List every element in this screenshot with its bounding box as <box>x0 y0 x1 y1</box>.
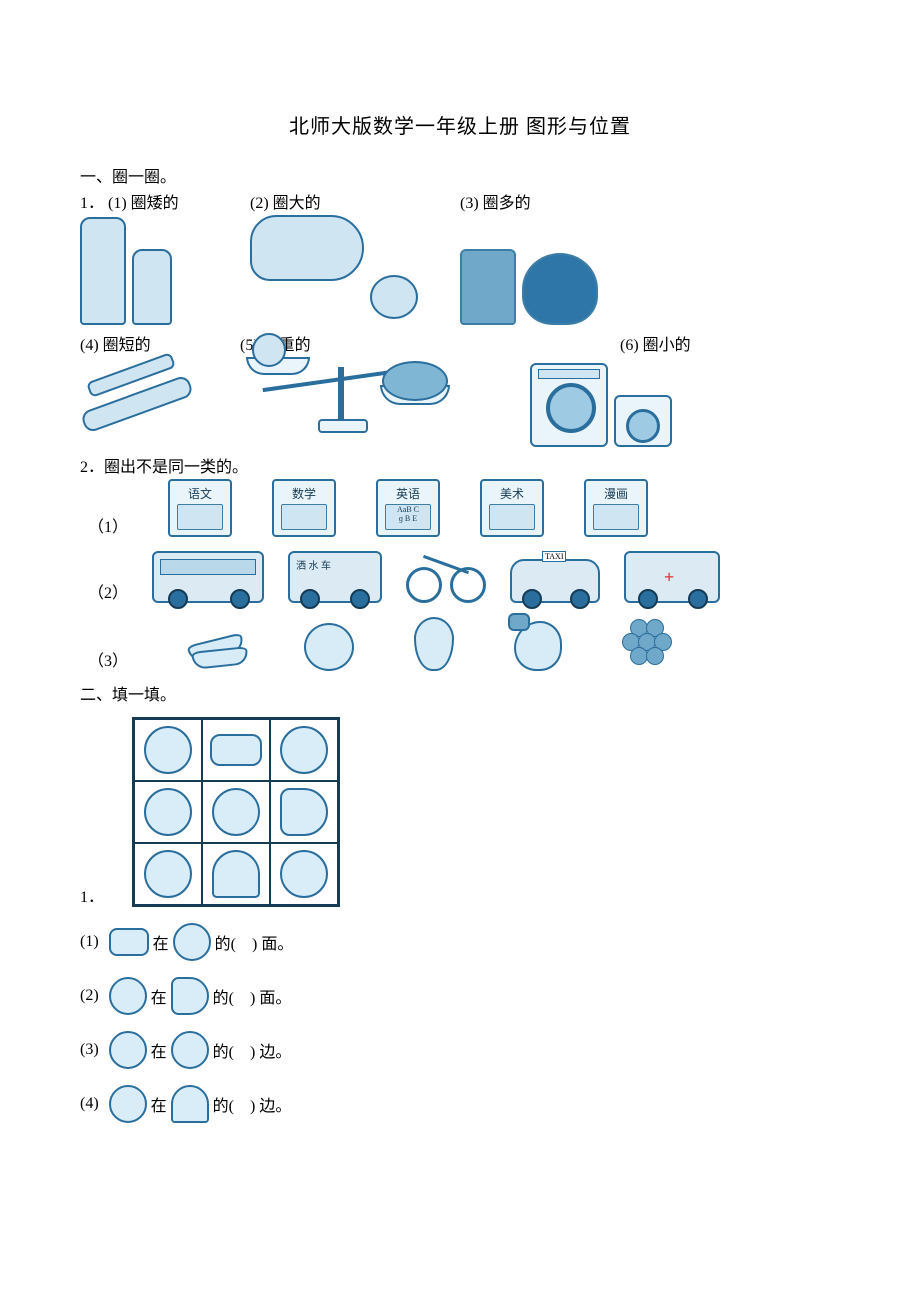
grapes-icon <box>622 619 672 671</box>
banana-icon <box>188 631 244 671</box>
taxi-icon: TAXI <box>510 559 600 603</box>
mushroom-icon <box>212 850 260 898</box>
washer-large-icon <box>530 363 608 447</box>
s2-q3: (3) 在 的( ) 边。 <box>80 1031 840 1069</box>
q1-6-text: 圈小的 <box>643 337 691 354</box>
q1-1-text: 圈矮的 <box>131 195 179 212</box>
squirrel-mini2-icon <box>109 1085 147 1123</box>
book-yingyu-icon: 英语AaB Cɡ B E <box>376 479 440 537</box>
jar-icon <box>522 253 598 325</box>
giraffe-tall-icon <box>80 217 126 325</box>
monkey-icon <box>144 788 192 836</box>
washer-small-icon <box>614 395 672 447</box>
pear-icon <box>414 617 454 671</box>
whale-icon <box>250 215 364 281</box>
q1-6-num: (6) <box>620 337 639 354</box>
watermelon-icon <box>382 361 448 401</box>
q2-row3-idx: （3） <box>88 647 128 671</box>
q1-4-num: (4) <box>80 337 99 354</box>
butterfly-icon <box>280 788 328 836</box>
q1-2-num: (2) <box>250 195 269 212</box>
section1-heading: 一、圈一圈。 <box>80 163 840 187</box>
squirrel-icon <box>280 850 328 898</box>
book-yuwen-icon: 语文 <box>168 479 232 537</box>
apple-icon <box>252 333 286 367</box>
s2-q2: (2) 在 的( ) 面。 <box>80 977 840 1015</box>
monkey-mini-icon <box>109 1031 147 1069</box>
q1-4-text: 圈短的 <box>103 337 151 354</box>
book-shuxue-icon: 数学 <box>272 479 336 537</box>
dragonfly-icon <box>210 734 262 766</box>
s2-q4: (4) 在 的( ) 边。 <box>80 1085 840 1123</box>
q2-row2-idx: （2） <box>88 579 128 603</box>
s2-q1: (1) 在 的( ) 面。 <box>80 923 840 961</box>
q1-3-num: (3) <box>460 195 479 212</box>
mushroom-mini-icon <box>171 1085 209 1123</box>
chick-mini-icon <box>173 923 211 961</box>
animal-grid <box>132 717 340 907</box>
giraffe-short-icon <box>132 249 172 325</box>
eggplant-icon <box>514 621 562 671</box>
q2-row1-idx: （1） <box>88 513 128 537</box>
section2-heading: 二、填一填。 <box>80 681 840 705</box>
q1-rowB: (4) 圈短的 (5) 圈重的 <box>80 331 840 447</box>
page-title: 北师大版数学一年级上册 图形与位置 <box>80 110 840 139</box>
q1-2-text: 圈大的 <box>273 195 321 212</box>
sprinkler-truck-icon: 洒 水 车 <box>288 551 382 603</box>
balance-scale-icon <box>240 357 450 437</box>
chick-icon <box>212 788 260 836</box>
squirrel-mini-icon <box>109 977 147 1015</box>
q2-lead: 2．圈出不是同一类的。 <box>80 453 840 477</box>
q1-1-num: (1) <box>108 195 127 212</box>
ambulance-icon: + <box>624 551 720 603</box>
chick-mini2-icon <box>171 1031 209 1069</box>
bird-icon <box>144 726 192 774</box>
q1-3-text: 圈多的 <box>483 195 531 212</box>
bus-icon <box>152 551 264 603</box>
q1-rowA: 1． (1) 圈矮的 (2) 圈大的 (3) 圈多的 <box>80 189 840 325</box>
rabbit-icon <box>144 850 192 898</box>
book-meishu-icon: 美术 <box>480 479 544 537</box>
snail-icon <box>280 726 328 774</box>
pufferfish-icon <box>370 275 418 319</box>
grid-label: 1． <box>80 883 104 907</box>
cylinder-icon <box>460 249 516 325</box>
orange-icon <box>304 623 354 671</box>
bicycle-icon <box>406 555 486 603</box>
dragonfly-mini-icon <box>109 928 149 956</box>
butterfly-mini-icon <box>171 977 209 1015</box>
q1-lead: 1． <box>80 195 104 212</box>
book-manhua-icon: 漫画 <box>584 479 648 537</box>
